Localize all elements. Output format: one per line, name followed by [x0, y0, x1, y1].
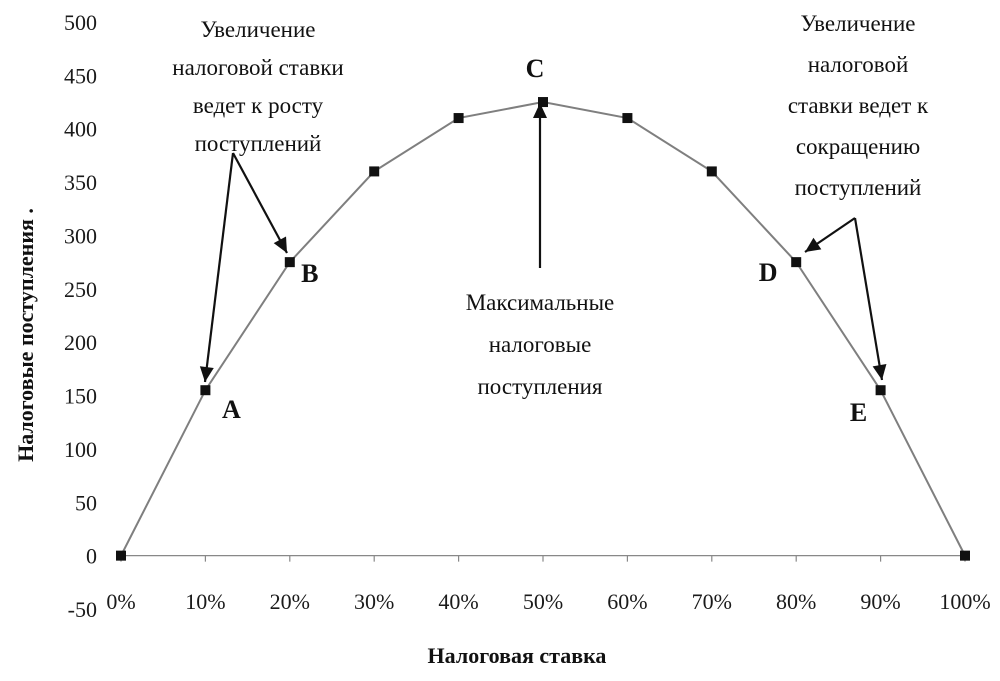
x-tick-label: 20%	[270, 589, 310, 614]
annotation-arrow-head	[872, 364, 887, 380]
data-point-marker	[875, 385, 886, 396]
annotation-left-line: ведет к росту	[193, 93, 324, 118]
point-label-c: C	[526, 54, 545, 83]
point-label-d: D	[759, 258, 778, 287]
x-tick-label: 70%	[692, 589, 732, 614]
y-tick-label: 350	[64, 170, 97, 195]
annotation-arrow-head	[533, 103, 547, 118]
y-tick-label: -50	[68, 597, 97, 622]
y-tick-label: 0	[86, 544, 97, 569]
x-tick-label: 0%	[106, 589, 135, 614]
annotation-left-line: Увеличение	[200, 17, 315, 42]
annotation-center-line: поступления	[477, 374, 602, 399]
data-point-marker	[960, 550, 970, 561]
y-tick-label: 250	[64, 277, 97, 302]
data-point-marker	[706, 166, 717, 177]
y-tick-label: 200	[64, 330, 97, 355]
data-point-marker	[116, 550, 126, 561]
point-label-e: E	[850, 398, 867, 427]
x-axis-ticks: 0% 10% 20% 30% 40% 50% 60% 70% 80% 90% 100%	[106, 589, 990, 614]
data-point-marker	[453, 113, 464, 124]
annotation-arrow-head	[805, 237, 822, 252]
y-tick-label: 300	[64, 223, 97, 248]
x-tick-label: 10%	[185, 589, 225, 614]
point-labels: A B C D E	[222, 54, 867, 427]
y-tick-label: 400	[64, 117, 97, 142]
y-tick-label: 150	[64, 384, 97, 409]
annotation-right-line: сокращению	[796, 134, 920, 159]
annotation-right-line: поступлений	[795, 175, 922, 200]
point-label-a: A	[222, 395, 241, 424]
x-tick-label: 80%	[776, 589, 816, 614]
data-point-marker	[538, 97, 548, 108]
annotation-arrow-line	[853, 217, 884, 381]
annotation-right-line: Увеличение	[800, 11, 915, 36]
y-tick-label: 50	[75, 490, 97, 515]
annotation-right-line: ставки ведет к	[788, 93, 929, 118]
annotation-arrow-head	[199, 366, 214, 382]
data-point-marker	[622, 113, 633, 124]
series-line	[120, 101, 966, 557]
x-tick-label: 50%	[523, 589, 563, 614]
point-label-b: B	[301, 259, 318, 288]
x-axis-title: Налоговая ставка	[428, 643, 607, 668]
x-tick-label: 100%	[939, 589, 990, 614]
annotation-right-line: налоговой	[808, 52, 909, 77]
annotation-arrows	[199, 103, 887, 383]
series-markers	[116, 97, 970, 561]
data-point-marker	[284, 257, 295, 268]
x-tick-label: 40%	[438, 589, 478, 614]
x-tick-label: 90%	[860, 589, 900, 614]
x-tick-label: 60%	[607, 589, 647, 614]
annotation-arrow-head	[273, 236, 287, 253]
data-point-marker	[369, 166, 380, 177]
annotations: Увеличение налоговой ставки ведет к росту п…	[172, 11, 929, 399]
data-point-marker	[791, 257, 802, 268]
y-axis-ticks: -50 0 50 100 150 200 250 300 350 400 450 500	[64, 10, 97, 622]
y-axis-title: Налоговые поступления .	[13, 208, 38, 462]
x-axis-tick-marks	[120, 555, 966, 562]
annotation-left-line: поступлений	[195, 131, 322, 156]
data-point-marker	[200, 385, 211, 396]
y-tick-label: 500	[64, 10, 97, 35]
annotation-arrow-line	[232, 152, 288, 254]
y-tick-label: 100	[64, 437, 97, 462]
annotation-center-line: Максимальные	[466, 290, 615, 315]
annotation-center-line: налоговые	[489, 332, 592, 357]
annotation-arrow-line	[203, 152, 235, 383]
y-tick-label: 450	[64, 63, 97, 88]
x-tick-label: 30%	[354, 589, 394, 614]
annotation-left-line: налоговой ставки	[172, 55, 343, 80]
